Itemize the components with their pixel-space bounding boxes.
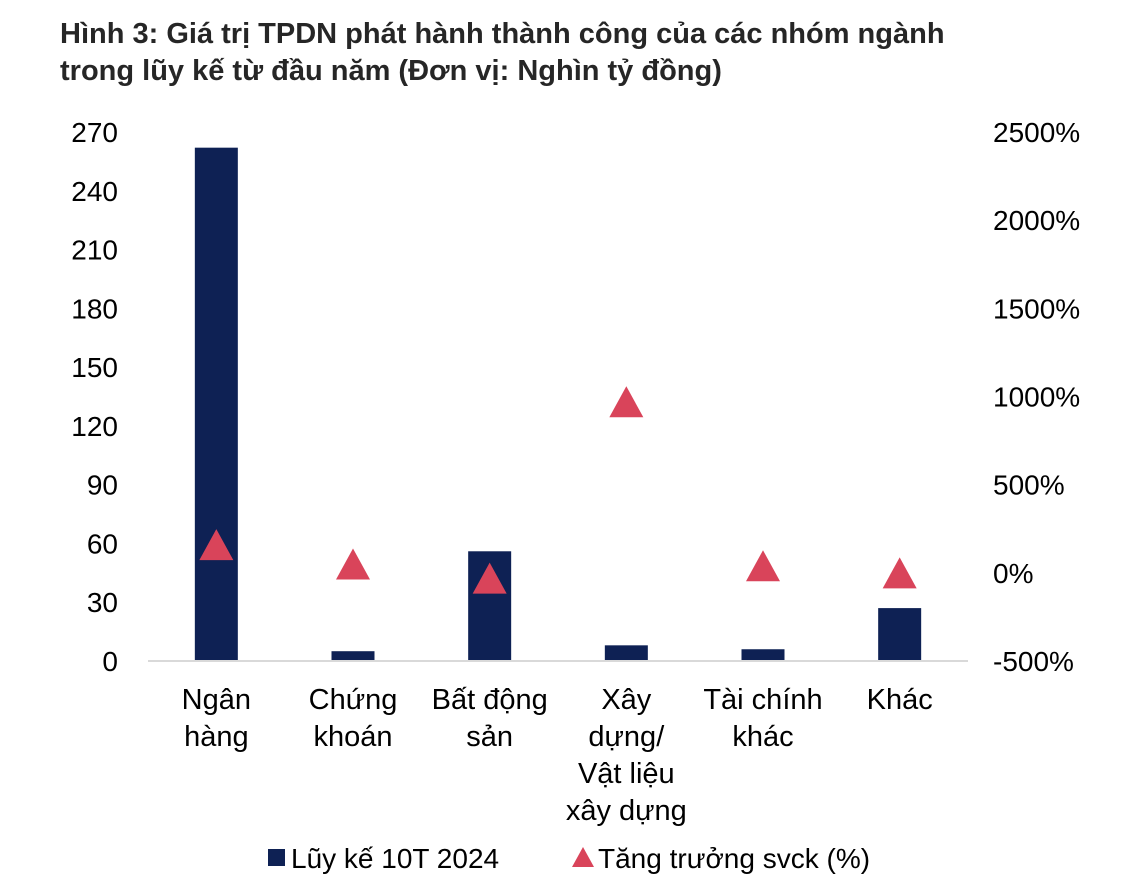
right-axis-tick-label: 500% <box>993 470 1065 501</box>
category-label: Xây dựng/Vật liệu xây dựng <box>566 684 687 827</box>
growth-marker <box>472 562 507 594</box>
growth-marker <box>609 386 644 418</box>
bar-series <box>194 147 922 661</box>
right-axis: -500% 0% 500% 1000% 1500% 2000% 2500% <box>993 117 1080 677</box>
right-axis-tick-label: 2500% <box>993 117 1080 148</box>
growth-marker <box>746 550 780 582</box>
right-axis-tick-label: 1000% <box>993 382 1080 413</box>
left-axis-tick-label: 180 <box>71 293 118 324</box>
right-axis-tick-label: 0% <box>993 558 1033 589</box>
left-axis-tick-label: 270 <box>71 117 118 148</box>
chart-title-line-1: Hình 3: Giá trị TPDN phát hành thành côn… <box>60 18 945 50</box>
chart-title: Hình 3: Giá trị TPDN phát hành thành côn… <box>60 16 1100 90</box>
right-axis-tick-label: 1500% <box>993 293 1080 324</box>
bar <box>604 645 648 661</box>
left-axis-tick-label: 60 <box>87 528 118 559</box>
growth-series <box>199 386 917 594</box>
growth-marker <box>199 529 234 561</box>
legend-bar-swatch <box>268 849 285 866</box>
category-labels: Ngân hàng Chứng khoán Bất động sản Xây dựng/Vật… <box>182 684 933 827</box>
growth-marker <box>336 548 370 580</box>
growth-marker <box>882 557 917 589</box>
category-label: Khác <box>867 684 933 716</box>
left-axis-tick-label: 120 <box>71 411 118 442</box>
bar <box>194 147 238 661</box>
right-axis-tick-label: 2000% <box>993 205 1080 236</box>
right-axis-tick-label: -500% <box>993 646 1074 677</box>
left-axis: 0 30 60 90 120 150 180 210 240 270 <box>71 117 118 677</box>
bar <box>878 608 922 661</box>
category-label: Chứng khoán <box>309 684 398 753</box>
category-label: Tài chính khác <box>703 684 822 753</box>
left-axis-tick-label: 240 <box>71 176 118 207</box>
category-label: Bất động sản <box>432 684 548 753</box>
left-axis-tick-label: 210 <box>71 235 118 266</box>
legend-marker-swatch <box>572 847 594 867</box>
legend-marker-label: Tăng trưởng svck (%) <box>598 843 870 874</box>
left-axis-tick-label: 150 <box>71 352 118 383</box>
category-label: Ngân hàng <box>182 684 251 753</box>
left-axis-tick-label: 0 <box>102 646 118 677</box>
left-axis-tick-label: 30 <box>87 587 118 618</box>
bar <box>741 649 785 661</box>
bar <box>331 651 375 661</box>
chart-title-line-2: trong lũy kế từ đầu năm (Đơn vị: Nghìn t… <box>60 55 722 87</box>
left-axis-tick-label: 90 <box>87 470 118 501</box>
legend-bar-label: Lũy kế 10T 2024 <box>291 843 499 874</box>
legend: Lũy kế 10T 2024 Tăng trưởng svck (%) <box>268 843 870 874</box>
